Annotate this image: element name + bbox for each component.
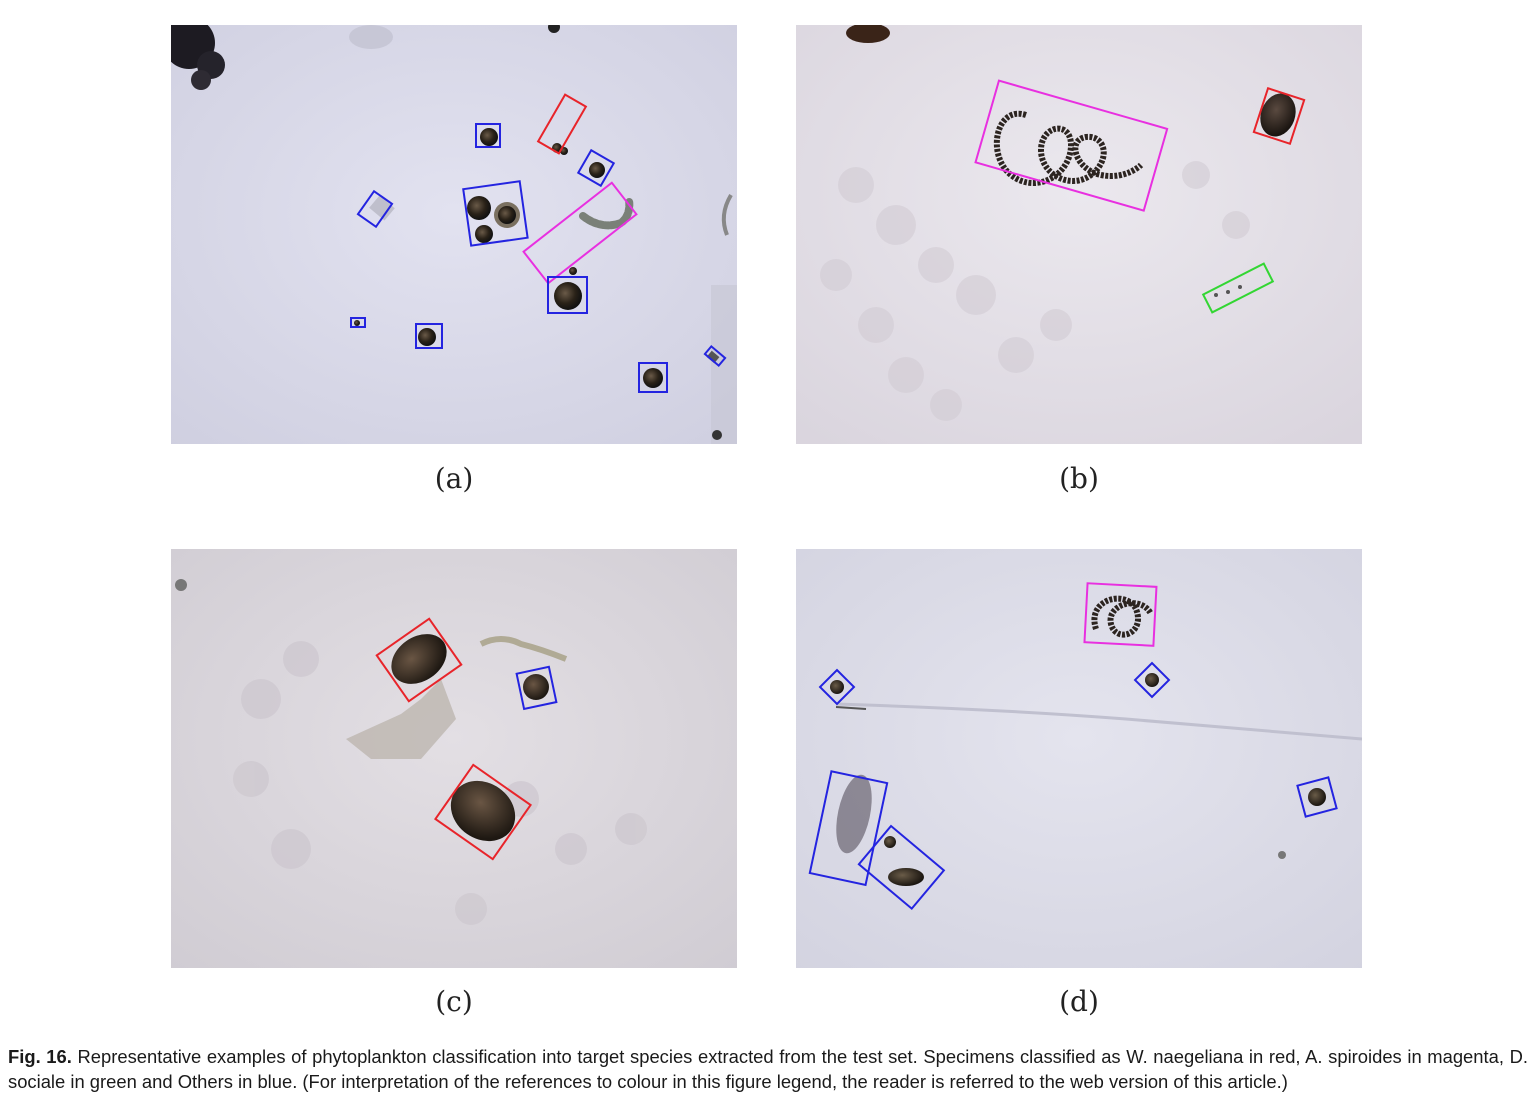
micrograph-panel-d: [796, 549, 1362, 968]
panel-label-c: (c): [435, 985, 473, 1018]
bbox-others: [547, 276, 588, 314]
micrograph-d-image: [796, 549, 1362, 968]
panel-label-b: (b): [1059, 462, 1099, 495]
micrograph-c-image: [171, 549, 737, 968]
bbox-others: [515, 665, 558, 711]
bbox-w-naegeliana: [375, 617, 463, 703]
bbox-others: [350, 317, 366, 328]
bbox-a-spiroides: [974, 79, 1169, 212]
bbox-others: [475, 123, 501, 148]
bbox-w-naegeliana: [1252, 86, 1306, 146]
micrograph-panel-a: [171, 25, 737, 444]
bbox-others: [808, 770, 889, 887]
micrograph-panel-c: [171, 549, 737, 968]
bbox-others: [356, 189, 394, 229]
figure-caption: Fig. 16. Representative examples of phyt…: [8, 1044, 1528, 1094]
panel-label-a: (a): [434, 462, 474, 495]
bbox-others: [1296, 776, 1338, 818]
bbox-others: [1133, 661, 1171, 699]
bbox-a-spiroides: [1083, 582, 1158, 647]
micrograph-panel-b: [796, 25, 1362, 444]
micrograph-b-image: [796, 25, 1362, 444]
bbox-others: [638, 362, 668, 393]
bbox-others: [462, 180, 529, 247]
bbox-others: [703, 344, 727, 368]
bbox-a-spiroides: [522, 181, 638, 285]
caption-text: Representative examples of phytoplankton…: [8, 1046, 1528, 1092]
panel-label-d: (d): [1059, 985, 1099, 1018]
caption-label: Fig. 16.: [8, 1046, 72, 1067]
bbox-others: [415, 323, 443, 349]
bbox-others: [857, 824, 946, 911]
bbox-d-sociale: [1201, 262, 1275, 314]
micrograph-a-image: [171, 25, 737, 444]
bbox-w-naegeliana: [434, 763, 532, 861]
bbox-others: [818, 668, 856, 706]
bbox-others: [576, 148, 616, 188]
bbox-w-naegeliana: [536, 93, 588, 155]
